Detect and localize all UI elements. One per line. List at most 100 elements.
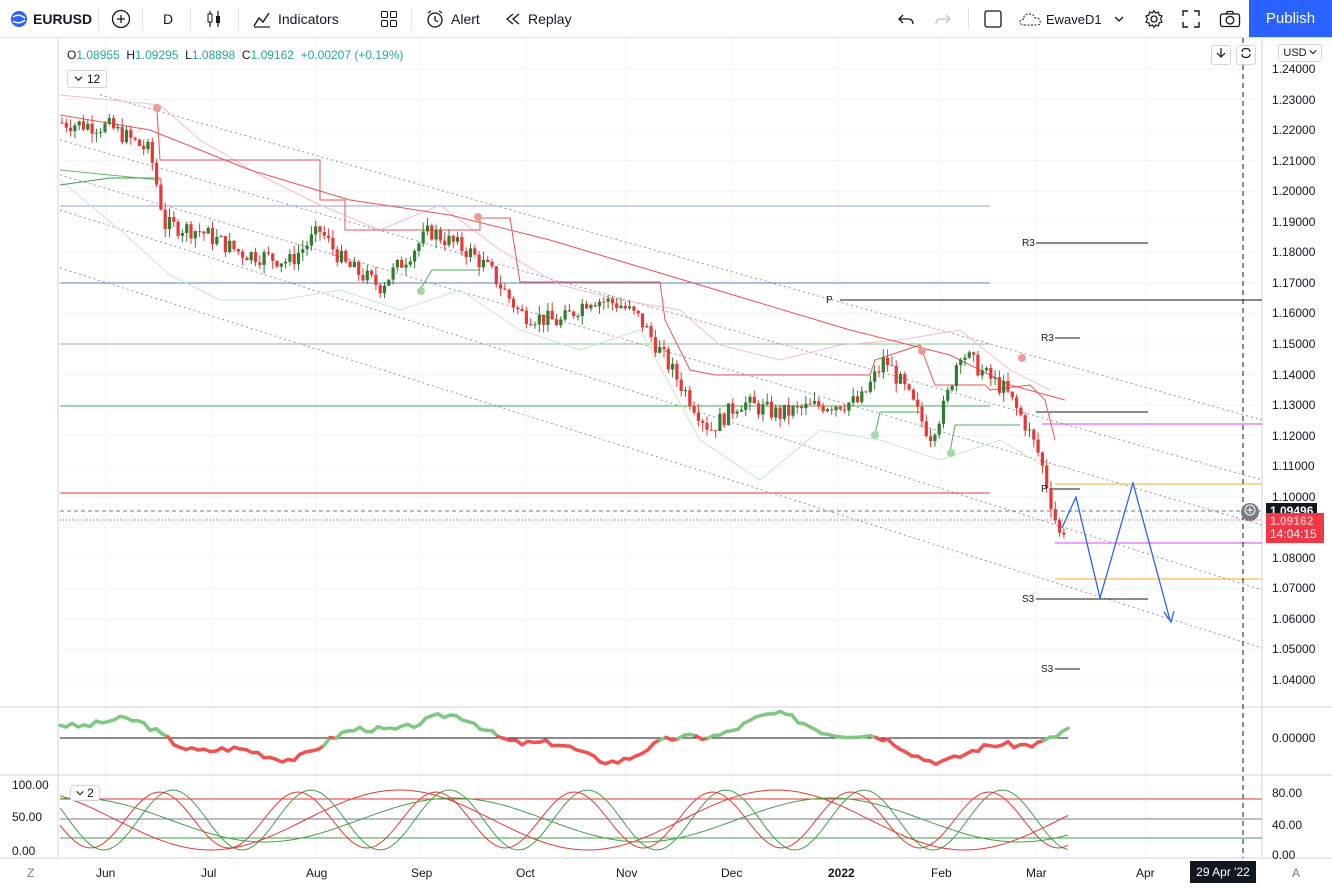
candle-body	[812, 401, 817, 404]
time-tick-label: Feb	[931, 866, 952, 880]
toolbar-separator	[968, 8, 969, 30]
interval-button[interactable]: D	[163, 0, 173, 38]
candle-body	[795, 406, 799, 408]
candle-body	[855, 396, 860, 403]
publish-label: Publish	[1265, 10, 1316, 27]
candle-body	[761, 404, 765, 415]
last-price-tag: 1.09162 14:04:15	[1266, 513, 1324, 543]
candle-body	[318, 226, 322, 233]
candle-body	[1040, 452, 1044, 466]
low-value: 1.08898	[191, 48, 236, 62]
candle-body	[847, 402, 851, 411]
alarm-clock-icon	[425, 9, 445, 29]
open-value: 1.08955	[76, 48, 120, 62]
candle-body	[851, 396, 855, 403]
snapshot-button[interactable]	[1219, 0, 1241, 38]
candle-body	[593, 304, 597, 307]
candle-body	[950, 385, 954, 390]
add-alert-button[interactable]	[1241, 503, 1259, 521]
time-tick-label: Oct	[516, 866, 535, 880]
candle-body	[864, 391, 868, 393]
redo-button[interactable]	[934, 0, 952, 38]
candle-body	[907, 384, 911, 390]
top-toolbar: EURUSD D Indicators Alert	[0, 0, 1332, 38]
candle-body	[597, 301, 602, 307]
candle-body	[417, 243, 421, 252]
candle-body	[542, 314, 546, 325]
candle-body	[886, 357, 890, 366]
price-tick-label: 1.10000	[1272, 489, 1316, 504]
candle-body	[473, 248, 477, 255]
scroll-down-button[interactable]	[1211, 45, 1231, 65]
countdown: 14:04:15	[1270, 527, 1317, 541]
candle-body	[739, 409, 743, 412]
candle-body	[456, 237, 460, 242]
templates-button[interactable]	[380, 0, 398, 38]
time-tick-label: Jun	[96, 866, 116, 880]
candle-body	[890, 365, 894, 367]
candle-body	[81, 121, 86, 130]
candle-body	[292, 254, 296, 265]
chart-type-button[interactable]	[205, 0, 223, 38]
candle-body	[778, 407, 782, 419]
time-tick-label: Nov	[616, 866, 638, 880]
candle-body	[309, 234, 313, 246]
plus-circle-icon	[111, 9, 131, 29]
candle-body	[112, 118, 116, 129]
indicators-button[interactable]: Indicators	[252, 0, 339, 38]
candle-body	[946, 389, 950, 401]
cloud-icon	[1018, 11, 1042, 27]
replay-button[interactable]: Replay	[504, 0, 572, 38]
channel-lines	[59, 94, 1263, 649]
publish-button[interactable]: Publish	[1249, 0, 1332, 37]
crosshair-date: 29 Apr '22	[1196, 865, 1250, 879]
auto-scale-button[interactable]: A	[1292, 866, 1301, 880]
indicators-toggle[interactable]: 12	[67, 70, 107, 88]
low-label: L	[185, 48, 192, 62]
candle-body	[387, 279, 391, 286]
candle-body	[404, 264, 408, 268]
candle-body	[894, 365, 898, 384]
candle-body	[916, 399, 920, 407]
candle-body	[180, 233, 184, 236]
compare-symbol-button[interactable]	[111, 0, 131, 38]
fullscreen-button[interactable]	[1182, 0, 1200, 38]
candle-body	[1006, 380, 1010, 392]
candle-body	[331, 237, 335, 250]
candle-body	[804, 403, 808, 409]
candle-body	[937, 423, 941, 435]
price-chart[interactable]	[0, 38, 1332, 889]
alert-button[interactable]: Alert	[425, 0, 480, 38]
candle-body	[335, 249, 339, 263]
candle-body	[632, 306, 636, 311]
pivot-p-label: P	[826, 295, 833, 306]
candle-body	[628, 306, 632, 309]
oscillator-toggle[interactable]: 2	[70, 785, 100, 801]
candle-body	[662, 347, 666, 350]
candle-body	[989, 367, 993, 379]
candle-body	[959, 359, 963, 366]
settings-button[interactable]	[1144, 0, 1164, 38]
candle-body	[232, 240, 236, 250]
currency-select[interactable]: USD	[1278, 44, 1322, 62]
candle-body	[576, 316, 580, 318]
fullscreen-toggle-button[interactable]	[983, 0, 1003, 38]
candle-body	[236, 249, 240, 252]
candle-body	[116, 126, 120, 129]
price-tick-label: 1.08000	[1272, 550, 1316, 565]
undo-button[interactable]	[897, 0, 915, 38]
candle-body	[692, 406, 696, 413]
last-price: 1.09162	[1270, 514, 1314, 528]
toolbar-separator	[98, 8, 99, 30]
candle-body	[103, 123, 107, 132]
candle-body	[757, 403, 761, 415]
candle-body	[107, 118, 111, 124]
candle-body	[1053, 509, 1057, 521]
ohlc-legend: O1.08955 H1.09295 L1.08898 C1.09162 +0.0…	[67, 48, 403, 62]
symbol-search-button[interactable]: EURUSD	[10, 0, 92, 38]
candle-body	[554, 319, 559, 326]
layout-menu-button[interactable]: EwaveD1	[1018, 0, 1124, 38]
refresh-button[interactable]	[1236, 45, 1256, 65]
zoom-button[interactable]: Z	[27, 866, 35, 880]
refresh-icon	[1240, 46, 1252, 64]
